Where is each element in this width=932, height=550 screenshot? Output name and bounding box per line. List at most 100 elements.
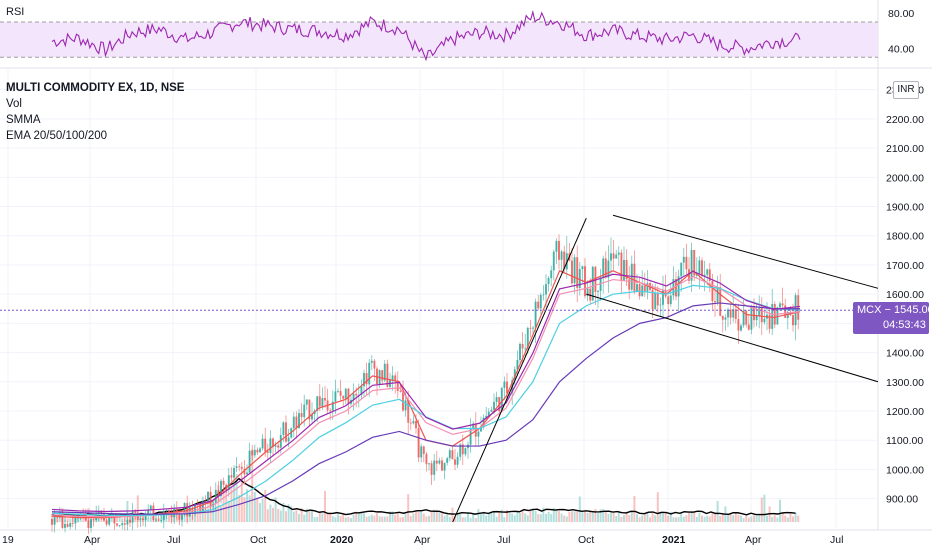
candle-body	[51, 519, 53, 525]
ema200-line	[51, 302, 800, 515]
volume-bar	[272, 507, 274, 522]
volume-bar	[420, 511, 423, 522]
candle-body	[134, 511, 137, 513]
candle-body	[295, 416, 298, 429]
candle-body	[253, 449, 256, 456]
candle-body	[755, 315, 758, 321]
candle-body	[636, 284, 638, 292]
price-tag-countdown: 04:53:43	[883, 319, 926, 332]
volume-bar	[646, 511, 649, 522]
price-tick-label: 1900.00	[886, 202, 924, 214]
volume-bar	[428, 515, 430, 522]
volume-bar	[238, 495, 241, 522]
candle-body	[703, 274, 706, 276]
candle-body	[155, 519, 157, 521]
candle-body	[344, 388, 347, 399]
candle-body	[451, 450, 454, 460]
candle-body	[693, 249, 696, 276]
volume-bar	[474, 518, 477, 522]
legend-symbol[interactable]: MULTI COMMODITY EX, 1D, NSE	[6, 82, 185, 94]
volume-bar	[498, 511, 501, 522]
currency-button[interactable]: INR	[893, 81, 919, 99]
candle-body	[560, 251, 563, 260]
candle-body	[555, 241, 558, 252]
volume-bar	[607, 513, 610, 522]
volume-bar	[638, 517, 641, 522]
candle-body	[711, 280, 714, 302]
volume-bar	[412, 513, 415, 522]
volume-bar	[695, 516, 698, 522]
trendline	[452, 218, 587, 523]
volume-bar	[545, 513, 547, 522]
volume-bar	[750, 516, 753, 522]
volume-bar	[617, 511, 620, 522]
legend-indicator-vol[interactable]: Vol	[6, 98, 22, 110]
volume-bar	[305, 508, 308, 522]
volume-bar	[693, 512, 696, 522]
candle-body	[547, 278, 550, 285]
legend-indicator-smma[interactable]: SMMA	[6, 114, 41, 126]
candle-body	[264, 438, 267, 452]
volume-bar	[251, 449, 254, 522]
volume-bar	[285, 511, 287, 522]
candle-body	[589, 288, 592, 301]
volume-bar	[664, 512, 667, 522]
volume-bar	[313, 517, 316, 522]
legend-indicator-ema[interactable]: EMA 20/50/100/200	[6, 130, 108, 142]
volume-bar	[256, 498, 259, 522]
candle-body	[581, 266, 584, 270]
volume-bar	[599, 509, 602, 522]
candle-body	[490, 409, 493, 412]
volume-bar	[337, 514, 339, 522]
volume-bar	[542, 507, 545, 522]
candle-body	[129, 519, 131, 523]
volume-bar	[321, 513, 324, 522]
candle-body	[152, 505, 155, 520]
candle-body	[519, 343, 521, 361]
price-tick-label: 1100.00	[886, 435, 923, 447]
volume-bar	[279, 510, 282, 522]
price-tick-label: 1700.00	[886, 260, 924, 272]
volume-bar	[441, 513, 443, 522]
volume-bar	[742, 518, 745, 522]
time-tick-label: Apr	[84, 534, 101, 546]
volume-bar	[729, 514, 732, 522]
candle-body	[217, 489, 220, 497]
volume-bar	[667, 515, 670, 522]
candle-body	[724, 317, 727, 320]
volume-bar	[433, 509, 436, 522]
candle-body	[701, 260, 703, 276]
candle-body	[279, 435, 282, 448]
candle-body	[121, 523, 124, 526]
candle-body	[651, 289, 654, 310]
candle-body	[409, 422, 412, 424]
volume-bar	[615, 515, 618, 522]
candle-body	[87, 520, 90, 528]
volume-bar	[339, 515, 342, 522]
candle-body	[750, 307, 753, 330]
candle-body	[435, 460, 438, 464]
candle-body	[97, 511, 100, 514]
volume-bar	[680, 513, 683, 522]
candle-body	[396, 380, 399, 391]
candle-body	[144, 513, 147, 520]
candle-body	[485, 415, 488, 418]
volume-bar	[316, 517, 319, 522]
volume-bar	[253, 492, 256, 522]
volume-bar	[386, 516, 389, 522]
volume-bar	[719, 515, 722, 522]
candle-body	[61, 511, 64, 528]
candle-body	[740, 325, 742, 331]
candle-body	[667, 296, 670, 305]
volume-bar	[446, 514, 449, 522]
candle-body	[222, 480, 225, 485]
candle-body	[571, 260, 573, 284]
volume-bar	[550, 514, 553, 522]
volume-bar	[526, 515, 529, 522]
volume-bar	[168, 512, 170, 522]
candle-body	[461, 444, 464, 455]
candle-body	[698, 260, 701, 274]
volume-bar	[534, 510, 537, 522]
volume-bar	[480, 514, 482, 522]
